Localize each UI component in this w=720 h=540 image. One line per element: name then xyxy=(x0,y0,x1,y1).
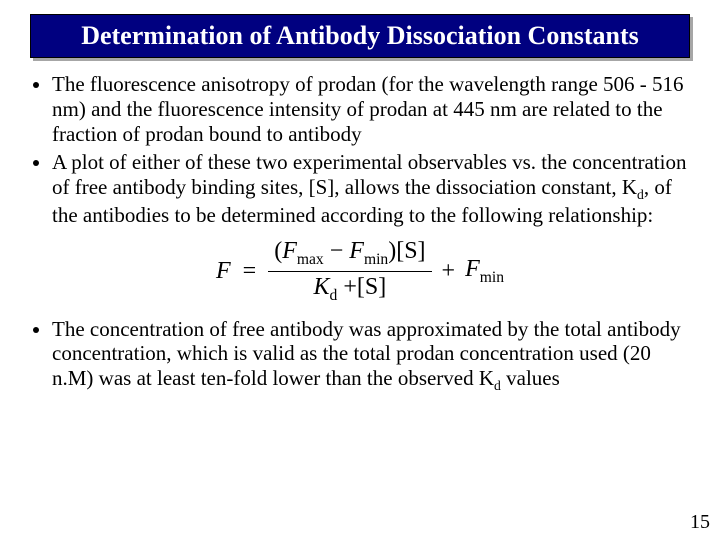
num-Fmin: F xyxy=(349,238,364,264)
bullet-3-text-b: values xyxy=(501,366,560,390)
formula-container: F = (Fmax − Fmin)[S] Kd +[S] + Fmin xyxy=(28,238,692,305)
formula-plus: + xyxy=(438,258,460,285)
num-lparen: ( xyxy=(274,238,282,264)
num-S: [S] xyxy=(396,238,425,264)
formula-Fmin-tail: Fmin xyxy=(465,256,504,287)
slide-title: Determination of Antibody Dissociation C… xyxy=(81,21,639,50)
bullet-3-text-a: The concentration of free antibody was a… xyxy=(52,317,681,391)
num-rparen: ) xyxy=(388,238,396,264)
formula: F = (Fmax − Fmin)[S] Kd +[S] + Fmin xyxy=(216,238,504,305)
bullet-1: The fluorescence anisotropy of prodan (f… xyxy=(52,72,692,146)
den-d: d xyxy=(330,287,338,304)
formula-fraction: (Fmax − Fmin)[S] Kd +[S] xyxy=(268,238,431,305)
tail-min: min xyxy=(480,269,504,286)
bullet-list-top: The fluorescence anisotropy of prodan (f… xyxy=(28,72,692,228)
num-min: min xyxy=(364,251,388,268)
bullet-2: A plot of either of these two experiment… xyxy=(52,150,692,228)
bullet-list-bottom: The concentration of free antibody was a… xyxy=(28,317,692,395)
page-number: 15 xyxy=(690,511,710,534)
formula-F: F xyxy=(216,258,231,285)
title-box: Determination of Antibody Dissociation C… xyxy=(30,14,690,58)
formula-numerator: (Fmax − Fmin)[S] xyxy=(268,238,431,272)
num-max: max xyxy=(297,251,324,268)
bullet-3: The concentration of free antibody was a… xyxy=(52,317,692,395)
formula-denominator: Kd +[S] xyxy=(268,272,431,305)
bullet-2-sub: d xyxy=(637,187,644,202)
den-plus: + xyxy=(343,274,357,300)
formula-eq: = xyxy=(237,258,263,285)
bullet-1-text: The fluorescence anisotropy of prodan (f… xyxy=(52,72,684,146)
den-K: K xyxy=(314,274,330,300)
den-S: [S] xyxy=(357,274,386,300)
bullet-2-text-a: A plot of either of these two experiment… xyxy=(52,150,686,199)
bullet-3-sub: d xyxy=(494,378,501,393)
tail-F: F xyxy=(465,256,480,282)
num-Fmax: F xyxy=(282,238,297,264)
num-minus: − xyxy=(330,238,344,264)
slide: Determination of Antibody Dissociation C… xyxy=(0,0,720,540)
